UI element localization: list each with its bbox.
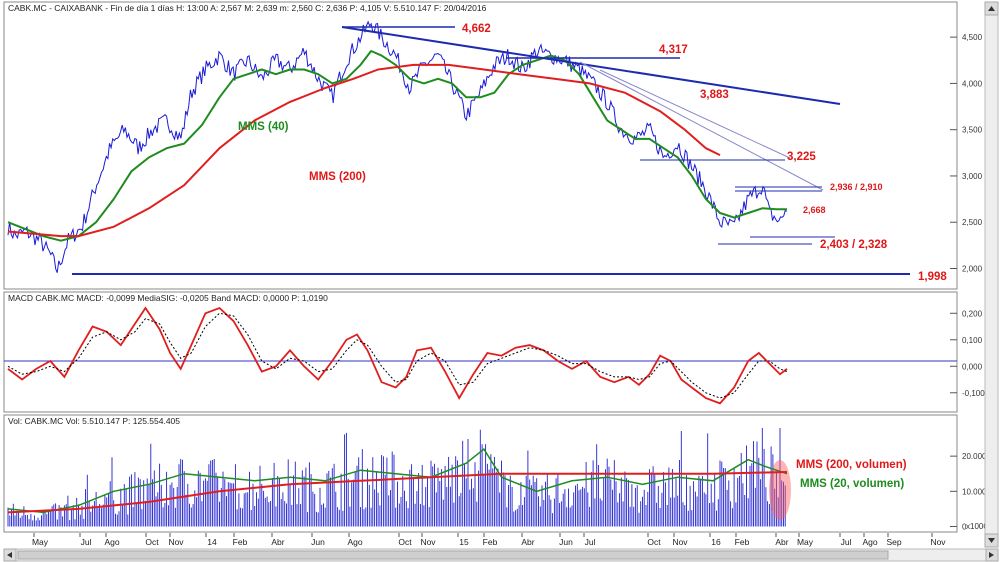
label-3883: 3,883 — [700, 89, 729, 101]
arrow-right-icon — [989, 552, 994, 558]
label-4662: 4,662 — [462, 23, 491, 35]
x-tick-label: Nov — [930, 537, 946, 547]
price-header: CABK.MC - CAIXABANK - Fin de día 1 días … — [8, 3, 487, 13]
volume-highlight-ellipse — [769, 460, 791, 520]
x-tick-label: Jul — [841, 537, 852, 547]
macd-header: MACD CABK.MC MACD: -0,0099 MediaSIG: -0,… — [8, 293, 328, 303]
x-tick-label: Oct — [145, 537, 159, 547]
arrow-up-icon — [988, 6, 995, 11]
x-tick-label: Abr — [521, 537, 534, 547]
price-ytick-label: 3,500 — [962, 126, 983, 135]
price-ytick-label: 4,000 — [962, 79, 983, 88]
volume-series — [7, 447, 788, 514]
price-y-axis: 4,500 4,000 3,500 3,000 2,500 2,000 — [950, 33, 983, 273]
volume-panel: Vol: CABK.MC Vol: 5.510.147 P: 125.554.4… — [3, 414, 988, 533]
x-tick-label: Nov — [420, 537, 436, 547]
vol_ma20-series-line — [7, 447, 788, 514]
x-tick-label: Abr — [775, 537, 788, 547]
label-2668: 2,668 — [803, 205, 826, 215]
x-tick-label: Jun — [311, 537, 325, 547]
label-4317: 4,317 — [659, 44, 688, 56]
price-ytick-label: 4,500 — [962, 33, 983, 42]
trendline-secondary-1 — [579, 61, 824, 191]
signal-series-line — [7, 312, 788, 399]
x-tick-label: Jul — [585, 537, 596, 547]
vol_ma200-series-line — [7, 471, 788, 514]
price-series — [7, 20, 788, 273]
x-tick-label: May — [797, 537, 814, 547]
x-tick-label: Nov — [168, 537, 184, 547]
x-tick-label: Sep — [886, 537, 901, 547]
ma200-series-line — [7, 63, 721, 238]
x-tick-label: May — [32, 537, 49, 547]
x-tick-label: Oct — [647, 537, 661, 547]
bottom-scrollbar[interactable] — [3, 548, 999, 562]
x-tick-label: Feb — [735, 537, 750, 547]
macd-y-axis: 0,200 0,100 0,000 -0,100 — [950, 309, 985, 398]
x-tick-label: Nov — [672, 537, 688, 547]
price-ytick-label: 2,000 — [962, 264, 983, 273]
volume-scale-unit: x1000 — [966, 522, 988, 531]
macd-panel: MACD CABK.MC MACD: -0,0099 MediaSIG: -0,… — [3, 291, 985, 413]
x-tick-label: Feb — [483, 537, 498, 547]
x-tick-label: Ago — [347, 537, 362, 547]
macd-ytick-label: -0,100 — [962, 389, 985, 398]
price-ytick-label: 2,500 — [962, 218, 983, 227]
label-2936-2910: 2,936 / 2,910 — [830, 182, 883, 192]
x-tick-label: 16 — [711, 537, 721, 547]
volume-y-axis: 20.000 10.000 0 — [950, 452, 987, 531]
volume-ytick-label: 20.000 — [962, 452, 987, 461]
x-tick-label: 15 — [459, 537, 469, 547]
trendline-main — [341, 26, 841, 105]
x-tick-label: Ago — [862, 537, 877, 547]
arrow-down-icon — [988, 538, 995, 543]
x-tick-label: Jun — [559, 537, 573, 547]
label-3225: 3,225 — [787, 151, 816, 163]
label-mms200: MMS (200) — [309, 171, 366, 183]
macd-ytick-label: 0,000 — [962, 362, 983, 371]
x-tick-label: Oct — [398, 537, 412, 547]
volume-header: Vol: CABK.MC Vol: 5.510.147 P: 125.554.4… — [8, 416, 180, 426]
trendline-secondary-2 — [599, 69, 791, 159]
right-scrollbar[interactable] — [984, 1, 999, 548]
ma40-series-line — [7, 50, 787, 242]
arrow-left-icon — [7, 552, 12, 558]
price-ytick-label: 3,000 — [962, 172, 983, 181]
macd-series — [7, 306, 788, 405]
label-2403-2328: 2,403 / 2,328 — [820, 239, 888, 251]
x-tick-label: Feb — [233, 537, 248, 547]
scroll-thumb[interactable] — [17, 550, 889, 560]
x-axis-strip — [4, 533, 957, 547]
right-scrollbar-track[interactable] — [984, 1, 999, 548]
volume-ytick-label: 10.000 — [962, 487, 987, 496]
macd-ytick-label: 0,100 — [962, 336, 983, 345]
label-mms40: MMS (40) — [238, 121, 289, 133]
price-panel: CABK.MC - CAIXABANK - Fin de día 1 días … — [3, 1, 983, 290]
x-axis: May Jul Ago Oct Nov 14 Feb Abr Jun Ago Oct Nov 15 Feb… — [4, 533, 957, 547]
label-vol-mms200: MMS (200, volumen) — [796, 459, 907, 471]
label-vol-mms20: MMS (20, volumen) — [800, 478, 904, 490]
x-tick-label: Ago — [104, 537, 119, 547]
label-1998: 1,998 — [918, 271, 947, 283]
macd-ytick-label: 0,200 — [962, 309, 983, 318]
price-annotations: 4,662 4,317 3,883 3,225 2,936 / 2,910 2,… — [72, 23, 947, 283]
x-tick-label: Jul — [81, 537, 92, 547]
price-series-line — [7, 20, 788, 273]
price-panel-frame — [3, 1, 958, 290]
x-tick-label: 14 — [207, 537, 217, 547]
x-tick-label: Abr — [271, 537, 284, 547]
volume-ytick-label: 0 — [962, 522, 967, 531]
macd-panel-frame — [3, 291, 958, 413]
